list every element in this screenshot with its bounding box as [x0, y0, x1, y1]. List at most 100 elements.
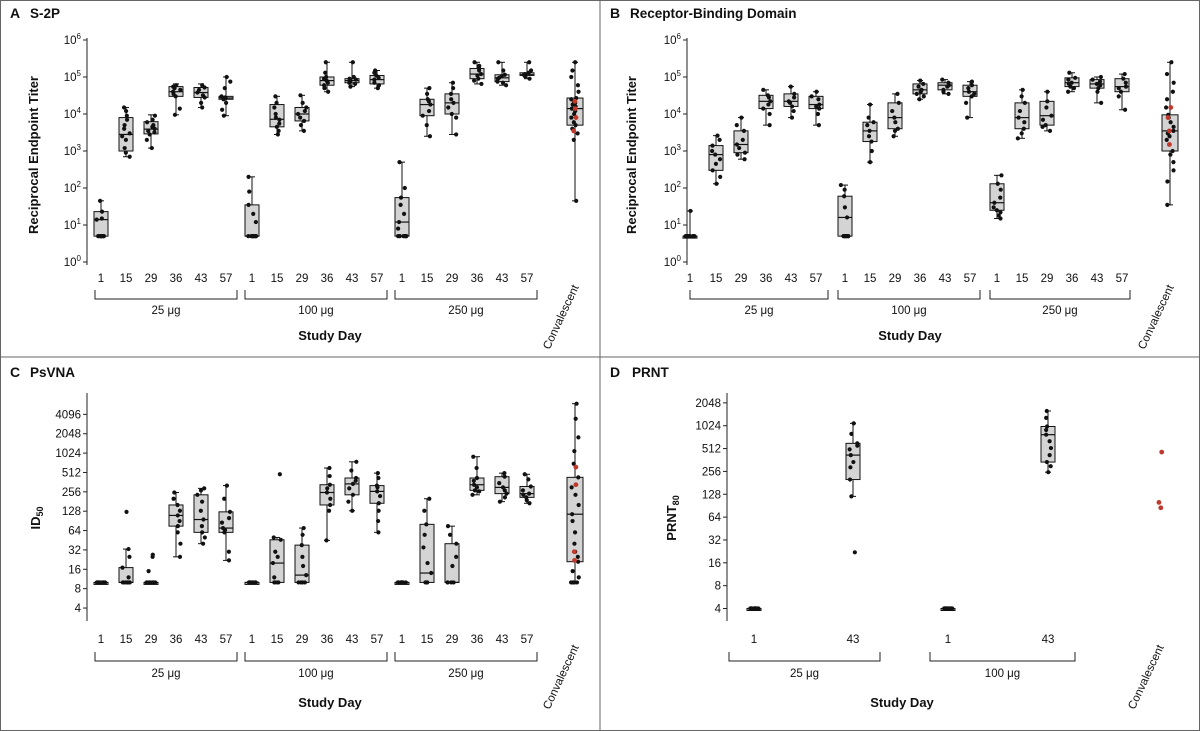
- data-point: [300, 100, 305, 105]
- data-point: [445, 524, 451, 529]
- data-point: [1170, 89, 1175, 94]
- y-tick-exponent: 2: [677, 180, 682, 189]
- data-point: [1022, 120, 1027, 125]
- y-tick-label: 105: [664, 69, 682, 84]
- data-point: [220, 107, 225, 112]
- y-tick-label: 103: [664, 143, 682, 158]
- data-point: [739, 115, 744, 120]
- data-point: [373, 68, 378, 73]
- y-tick-base: 10: [64, 35, 77, 47]
- data-point: [277, 117, 282, 122]
- data-point: [1049, 113, 1054, 118]
- data-point: [1069, 80, 1074, 85]
- data-point: [398, 195, 404, 200]
- convalescent-highlight-point: [572, 558, 577, 563]
- data-point: [789, 115, 795, 120]
- y-tick-exponent: 0: [77, 254, 82, 263]
- data-point: [921, 81, 926, 87]
- data-point: [175, 513, 180, 518]
- data-point: [969, 83, 975, 88]
- data-point: [253, 234, 259, 239]
- x-tick-day-label: 15: [271, 634, 284, 646]
- data-point: [502, 471, 507, 476]
- box: [444, 543, 460, 583]
- data-point: [571, 137, 576, 142]
- data-point: [1017, 108, 1023, 114]
- data-point: [377, 493, 383, 499]
- data-point: [273, 549, 278, 554]
- data-point: [713, 161, 719, 166]
- data-point: [741, 128, 747, 133]
- data-point: [296, 580, 301, 585]
- data-point: [714, 181, 719, 186]
- data-point: [219, 94, 224, 99]
- data-point: [224, 483, 229, 488]
- data-point: [302, 108, 307, 114]
- data-point: [842, 187, 847, 192]
- x-axis-title: Study Day: [878, 328, 942, 343]
- data-point: [325, 486, 330, 491]
- data-point: [1122, 71, 1127, 77]
- data-point: [1116, 86, 1121, 91]
- y-tick-label: 256: [702, 466, 721, 478]
- x-tick-day-label: 43: [785, 273, 798, 285]
- data-point: [715, 133, 720, 138]
- x-tick-day-label: 15: [421, 634, 434, 646]
- data-point: [323, 60, 328, 65]
- data-point: [1022, 100, 1027, 105]
- data-point: [893, 120, 898, 125]
- data-point: [1171, 168, 1176, 173]
- x-tick-day-label: 57: [810, 273, 823, 285]
- data-point: [574, 198, 579, 203]
- data-point: [270, 560, 276, 566]
- data-point: [376, 501, 381, 506]
- data-point: [570, 512, 575, 517]
- data-point: [1168, 152, 1173, 157]
- box: [733, 130, 749, 154]
- x-tick-day-label: 43: [195, 273, 208, 285]
- group-label: 100 μg: [891, 305, 926, 317]
- data-point: [1165, 202, 1170, 207]
- y-tick-label: 128: [62, 506, 81, 518]
- data-point: [1044, 105, 1049, 110]
- data-point: [871, 120, 876, 125]
- data-point: [991, 205, 996, 210]
- data-point: [497, 499, 503, 504]
- data-point: [527, 491, 532, 496]
- data-point: [502, 72, 507, 77]
- data-point: [816, 97, 821, 102]
- data-point: [717, 137, 722, 142]
- data-point: [789, 104, 795, 109]
- data-point: [1095, 89, 1100, 94]
- data-point: [172, 112, 178, 117]
- data-point: [273, 111, 278, 117]
- data-point: [272, 575, 277, 580]
- x-tick-day-label: 29: [145, 273, 158, 285]
- data-point: [219, 520, 225, 525]
- data-point: [1043, 123, 1048, 128]
- x-tick-day-label: 15: [1016, 273, 1029, 285]
- data-point: [200, 541, 206, 546]
- y-tick-label: 1024: [55, 448, 81, 460]
- data-point: [327, 482, 332, 487]
- data-point: [524, 495, 529, 500]
- data-point: [497, 480, 502, 486]
- data-point: [274, 124, 279, 129]
- data-point: [710, 148, 715, 154]
- data-point: [1164, 71, 1170, 77]
- data-point: [200, 499, 205, 504]
- y-tick-base: 10: [664, 146, 677, 158]
- data-point: [965, 115, 970, 120]
- group-label: 25 μg: [151, 305, 180, 317]
- data-point: [742, 157, 747, 162]
- data-point: [272, 580, 277, 585]
- data-point: [321, 83, 327, 88]
- box: [494, 476, 510, 495]
- data-point: [501, 68, 506, 73]
- data-point: [327, 473, 332, 479]
- data-point: [427, 496, 432, 501]
- data-point: [178, 87, 183, 92]
- data-point: [575, 131, 580, 136]
- y-tick-base: 10: [664, 183, 677, 195]
- data-point: [1040, 117, 1046, 122]
